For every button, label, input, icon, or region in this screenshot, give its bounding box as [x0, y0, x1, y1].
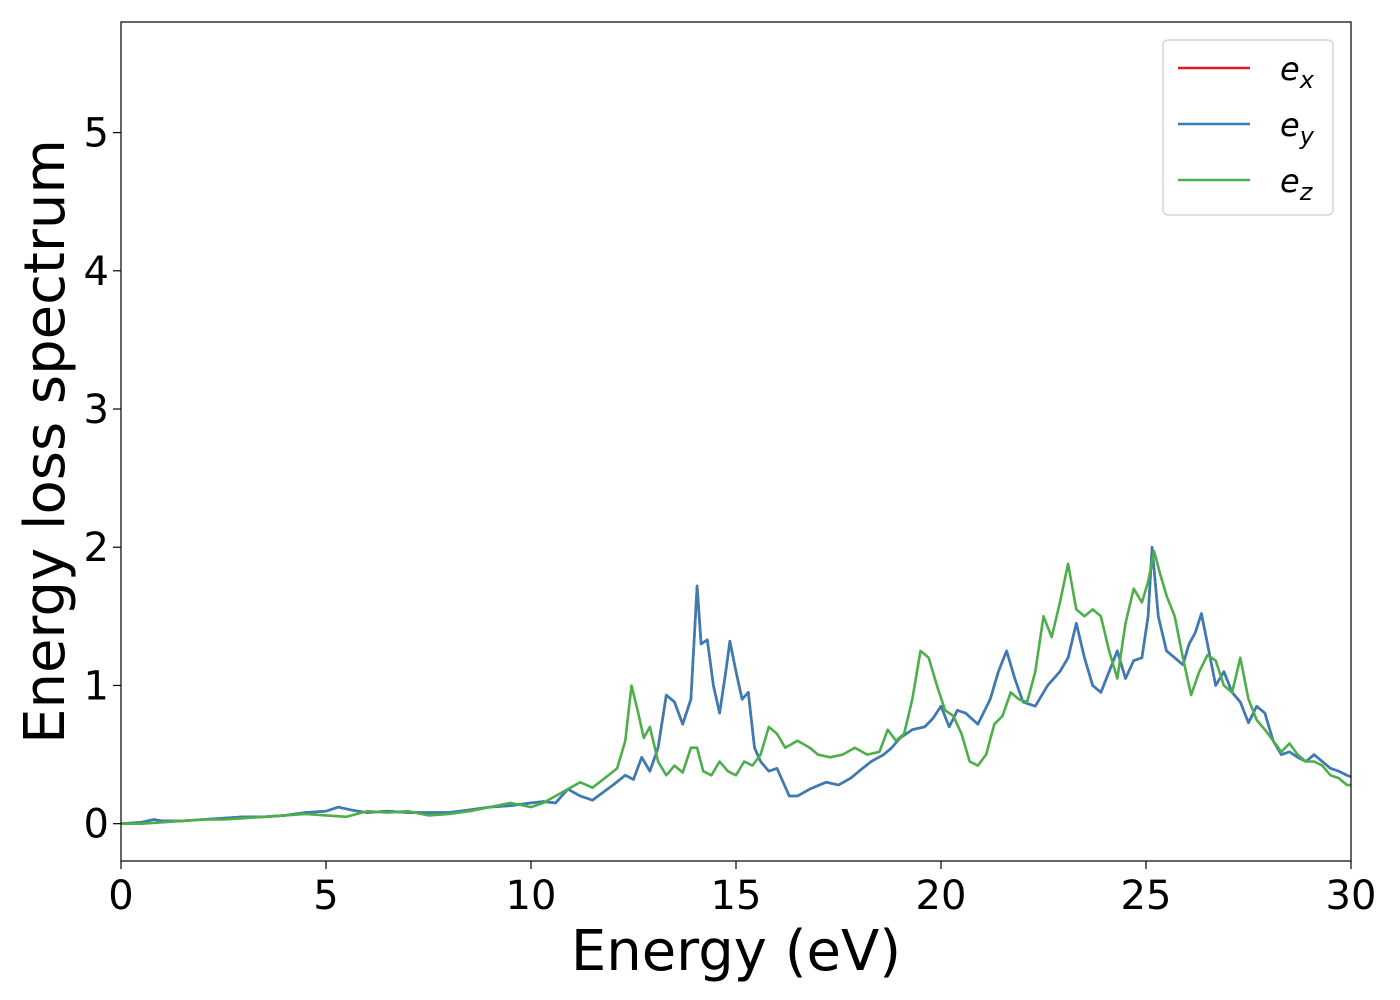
- y-tick-label: 4: [84, 249, 109, 295]
- legend-label-subscript: y: [1299, 122, 1315, 150]
- plot-lines: [121, 545, 1351, 825]
- y-axis-label: Energy loss spectrum: [13, 139, 78, 744]
- x-tick-label: 10: [506, 873, 557, 919]
- y-tick-label: 0: [84, 802, 109, 848]
- legend-label-base: e: [1280, 50, 1300, 88]
- series-line-ez: [121, 550, 1351, 825]
- x-tick-label: 0: [108, 873, 133, 919]
- x-tick-label: 5: [313, 873, 338, 919]
- legend-label-subscript: z: [1299, 178, 1314, 206]
- y-tick-label: 5: [84, 111, 109, 157]
- legend-label-ez: ez: [1280, 162, 1314, 206]
- legend-label-ey: ey: [1280, 106, 1315, 150]
- y-tick-label: 2: [84, 525, 109, 571]
- legend-box: [1162, 39, 1334, 216]
- x-tick-label: 30: [1326, 873, 1377, 919]
- legend-label-base: e: [1280, 106, 1300, 144]
- legend-label-subscript: x: [1299, 66, 1315, 94]
- y-tick-label: 3: [84, 387, 109, 433]
- y-tick-label: 1: [84, 663, 109, 709]
- x-tick-label: 15: [711, 873, 762, 919]
- x-axis-label: Energy (eV): [571, 919, 901, 984]
- legend-label-ex: ex: [1280, 50, 1315, 94]
- x-tick-label: 20: [916, 873, 967, 919]
- x-axis: 0 5 10 15 20 25 30: [108, 861, 1376, 919]
- legend-label-base: e: [1280, 162, 1300, 200]
- x-tick-label: 25: [1121, 873, 1172, 919]
- y-axis: 0 1 2 3 4 5: [84, 111, 121, 848]
